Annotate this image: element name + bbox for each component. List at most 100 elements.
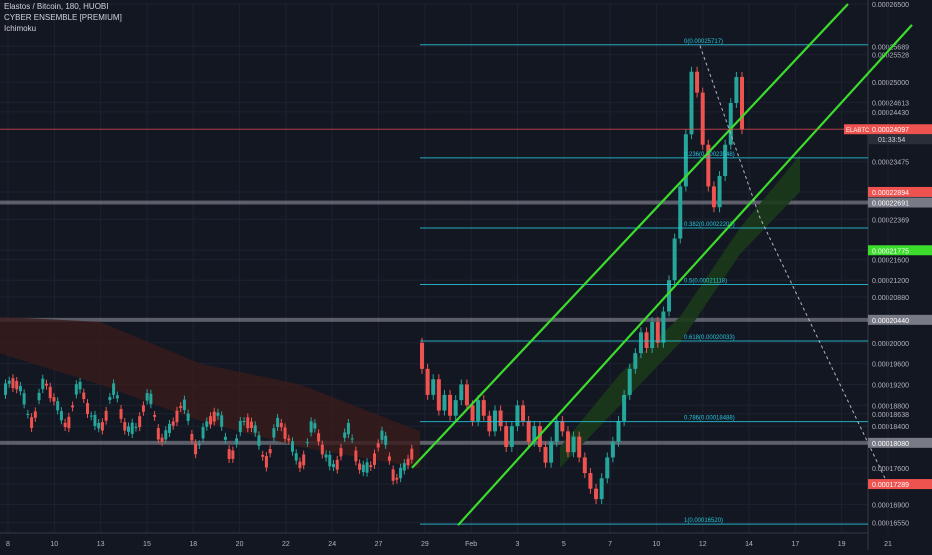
candle-body[interactable] <box>711 186 716 208</box>
candle-body <box>97 422 101 429</box>
candle-body[interactable] <box>470 405 475 421</box>
y-tick-label: 0.00019600 <box>872 362 909 369</box>
candle-body <box>130 422 134 434</box>
x-tick-label: 10 <box>50 541 58 548</box>
candle-body[interactable] <box>431 379 436 395</box>
candle-body <box>238 420 242 433</box>
candle-body <box>153 414 157 417</box>
candle-body <box>160 437 164 442</box>
candle-body <box>354 450 358 462</box>
candle-body[interactable] <box>700 92 705 145</box>
candle-body[interactable] <box>571 436 576 453</box>
candle-body[interactable] <box>509 426 514 448</box>
candle-body[interactable] <box>487 415 492 432</box>
candle-body[interactable] <box>526 420 531 442</box>
candle-body <box>227 449 231 459</box>
candle-body[interactable] <box>515 405 520 427</box>
candle-body <box>298 461 302 469</box>
candle-body <box>179 406 183 408</box>
candle-body[interactable] <box>638 332 643 354</box>
candle-body[interactable] <box>436 379 441 411</box>
candle-body[interactable] <box>678 186 683 239</box>
candle-body[interactable] <box>577 436 582 458</box>
candle-body[interactable] <box>644 332 649 348</box>
candle-body[interactable] <box>554 420 559 442</box>
candle-body[interactable] <box>543 447 548 463</box>
candle-body <box>71 405 75 408</box>
candle-body[interactable] <box>610 441 615 458</box>
candle-body[interactable] <box>667 280 672 312</box>
candle-body <box>335 459 339 470</box>
candle-body <box>7 380 11 384</box>
x-tick-label: 29 <box>421 541 429 548</box>
candle-body[interactable] <box>616 420 621 442</box>
candle-body[interactable] <box>448 394 453 416</box>
y-tick-label: 0.00021200 <box>872 278 909 285</box>
candle-body <box>186 413 190 421</box>
candle-body[interactable] <box>622 394 627 421</box>
candle-body[interactable] <box>661 311 666 343</box>
fib-level-label: 0.382(0.00022203) <box>684 222 735 228</box>
candle-body[interactable] <box>442 394 447 411</box>
candle-body[interactable] <box>582 457 587 474</box>
candle-body[interactable] <box>453 400 458 416</box>
candle-body[interactable] <box>420 342 424 369</box>
candle-body[interactable] <box>549 441 554 463</box>
candle-body[interactable] <box>521 405 526 421</box>
candle-body <box>387 456 391 461</box>
candle-body[interactable] <box>683 134 688 187</box>
candle-body <box>257 435 261 446</box>
candle-body[interactable] <box>734 76 739 104</box>
candle-body <box>373 453 376 465</box>
candle-body <box>242 421 246 423</box>
candle-body <box>212 411 216 422</box>
candle-body[interactable] <box>588 473 593 489</box>
candle-body[interactable] <box>476 400 481 421</box>
channel-lower-line[interactable] <box>457 24 913 526</box>
candle-body[interactable] <box>717 175 722 208</box>
candle-body[interactable] <box>492 410 497 432</box>
candle-body[interactable] <box>560 420 565 432</box>
candle-body[interactable] <box>464 384 469 406</box>
candle-body[interactable] <box>689 71 694 135</box>
candle-body[interactable] <box>425 368 430 395</box>
candle-body[interactable] <box>672 238 677 281</box>
candle-body <box>268 449 272 454</box>
candle-body[interactable] <box>532 426 537 442</box>
y-tick-label: 0.00025528 <box>872 53 909 60</box>
candle-body <box>294 453 298 461</box>
candle-body[interactable] <box>605 457 610 479</box>
horizontal-band <box>0 440 868 445</box>
candle-body[interactable] <box>650 321 655 348</box>
candle-body <box>402 463 406 471</box>
candle-body[interactable] <box>695 71 700 93</box>
candle-body[interactable] <box>537 426 542 448</box>
candle-body[interactable] <box>481 400 486 416</box>
candle-body <box>276 417 280 428</box>
candle-body <box>82 392 86 400</box>
candle-body[interactable] <box>723 144 728 176</box>
candle-body <box>250 421 253 429</box>
x-tick-label: 24 <box>328 541 336 548</box>
channel-upper-line[interactable] <box>411 3 849 469</box>
y-tick-label: 0.00018800 <box>872 403 909 410</box>
candle-body[interactable] <box>594 488 599 500</box>
price-tag-label: 0.00021775 <box>872 248 909 255</box>
candle-body[interactable] <box>627 368 632 395</box>
candle-body <box>115 395 119 399</box>
candle-body[interactable] <box>706 144 711 187</box>
candle-body[interactable] <box>740 76 744 130</box>
candle-body[interactable] <box>655 321 660 343</box>
candle-body[interactable] <box>728 103 733 145</box>
candle-body[interactable] <box>565 431 570 453</box>
candle-body[interactable] <box>498 410 503 427</box>
indicator-cyber-ensemble: CYBER ENSEMBLE [PREMIUM] <box>4 13 122 22</box>
candle-body[interactable] <box>459 384 464 401</box>
x-tick-label: 27 <box>375 541 383 548</box>
candle-body[interactable] <box>504 426 509 448</box>
candle-body <box>190 433 194 441</box>
candle-body[interactable] <box>633 353 638 369</box>
candle-body[interactable] <box>599 478 604 500</box>
